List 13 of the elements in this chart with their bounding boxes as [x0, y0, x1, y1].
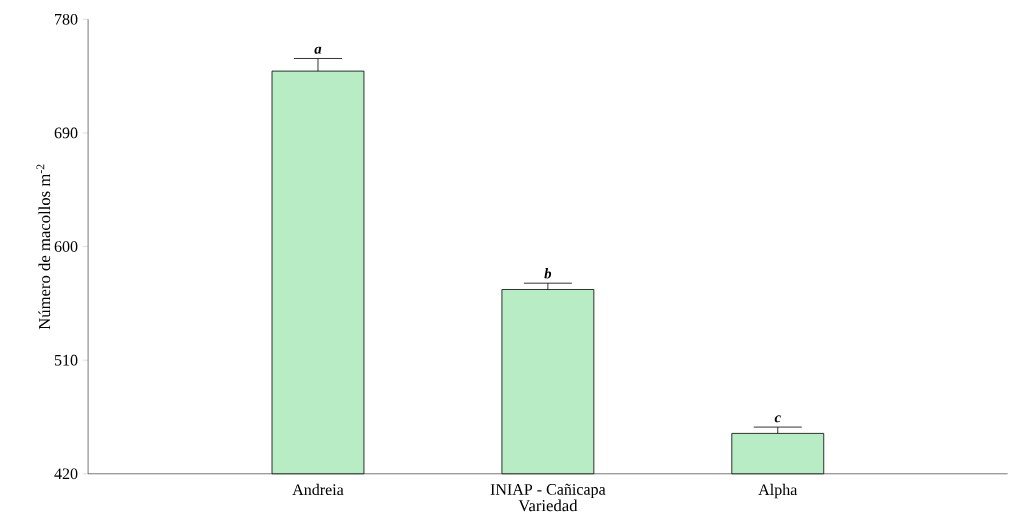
x-tick-label: INIAP - Cañicapa [490, 483, 606, 498]
y-tick-label: 510 [54, 354, 78, 366]
y-tick-label: 600 [54, 241, 78, 252]
y-axis-title: Número de macollos m$^{-2}$ [36, 164, 51, 330]
y-tick-label: 780 [55, 13, 78, 25]
annotation: c [774, 415, 781, 423]
y-tick-label: 420 [54, 468, 78, 480]
x-tick-label: Alpha [758, 483, 798, 499]
annotation: a [314, 46, 322, 54]
x-tick-label: Andreia [292, 483, 344, 496]
x-axis-title: Variedad [518, 499, 578, 512]
annotation: b [544, 268, 552, 279]
y-tick-label: 690 [54, 127, 78, 139]
